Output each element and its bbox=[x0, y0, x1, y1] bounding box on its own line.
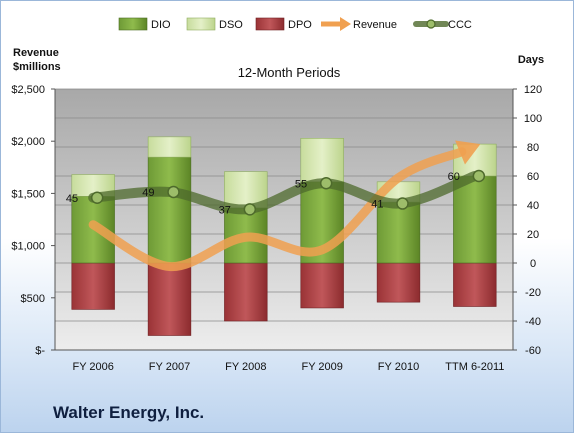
bar-dpo bbox=[453, 262, 497, 307]
ccc-marker bbox=[167, 185, 180, 199]
legend-label-ccc: CCC bbox=[448, 19, 472, 31]
ccc-data-label: 49 bbox=[142, 187, 154, 199]
bar-dso bbox=[147, 136, 192, 158]
x-tick-label: FY 2008 bbox=[225, 361, 266, 373]
ccc-data-label: 55 bbox=[295, 178, 307, 190]
left-tick-label: $- bbox=[35, 345, 45, 357]
right-tick-label: 100 bbox=[524, 113, 542, 125]
right-tick-label: 20 bbox=[527, 229, 539, 241]
left-tick-label: $2,500 bbox=[11, 84, 45, 96]
left-tick-label: $1,500 bbox=[11, 188, 45, 200]
x-tick-label: FY 2006 bbox=[72, 361, 113, 373]
ccc-marker bbox=[319, 177, 333, 190]
ccc-marker bbox=[472, 169, 486, 183]
ccc-marker bbox=[90, 191, 104, 204]
legend-swatch-dio bbox=[118, 17, 148, 31]
bar-dpo bbox=[147, 262, 192, 336]
company-name: Walter Energy, Inc. bbox=[53, 403, 205, 422]
revenue-line bbox=[88, 147, 467, 271]
right-tick-label: 0 bbox=[530, 258, 536, 270]
left-tick-label: $2,000 bbox=[11, 136, 45, 148]
x-tick-label: FY 2007 bbox=[149, 361, 190, 373]
bar-dpo bbox=[71, 262, 115, 310]
ccc-data-label: 37 bbox=[219, 204, 231, 216]
right-tick-label: 120 bbox=[524, 84, 542, 96]
right-tick-label: -40 bbox=[525, 316, 541, 328]
bar-dio bbox=[376, 201, 421, 264]
bar-dso bbox=[300, 138, 344, 183]
legend-swatch-ccc-marker bbox=[426, 19, 436, 29]
right-tick-label: 40 bbox=[527, 200, 539, 212]
plot-area bbox=[55, 89, 513, 350]
left-axis-title-line2: $millions bbox=[13, 61, 61, 73]
right-tick-label: -60 bbox=[525, 345, 541, 357]
right-axis-title: Days bbox=[518, 54, 544, 66]
bar-dpo bbox=[224, 262, 268, 322]
legend-label-dpo: DPO bbox=[288, 19, 312, 31]
bar-dpo bbox=[300, 262, 344, 309]
bar-dpo bbox=[376, 262, 421, 303]
left-tick-label: $1,000 bbox=[11, 241, 45, 253]
bar-dio bbox=[147, 156, 192, 264]
bar-dio bbox=[453, 175, 497, 264]
legend-label-dso: DSO bbox=[219, 19, 243, 31]
right-tick-label: 60 bbox=[527, 171, 539, 183]
left-axis-title-line1: Revenue bbox=[13, 47, 59, 59]
right-tick-label: -20 bbox=[525, 287, 541, 299]
revenue-arrowhead bbox=[455, 140, 481, 165]
x-tick-label: FY 2010 bbox=[378, 361, 419, 373]
ccc-data-label: 60 bbox=[448, 171, 460, 183]
legend-swatch-dso bbox=[186, 17, 216, 31]
left-tick-label: $500 bbox=[21, 293, 45, 305]
x-tick-label: TTM 6-2011 bbox=[445, 361, 504, 373]
legend-swatch-dpo bbox=[255, 17, 285, 31]
chart-title: 12-Month Periods bbox=[238, 65, 341, 80]
legend-swatch-revenue-head bbox=[340, 17, 351, 31]
x-tick-label: FY 2009 bbox=[301, 361, 342, 373]
legend-label-revenue: Revenue bbox=[353, 19, 397, 31]
ccc-data-label: 41 bbox=[371, 199, 383, 211]
ccc-data-label: 45 bbox=[66, 193, 78, 205]
legend-label-dio: DIO bbox=[151, 19, 171, 31]
ccc-marker bbox=[396, 197, 409, 210]
ccc-marker bbox=[243, 203, 257, 216]
right-tick-label: 80 bbox=[527, 142, 539, 154]
